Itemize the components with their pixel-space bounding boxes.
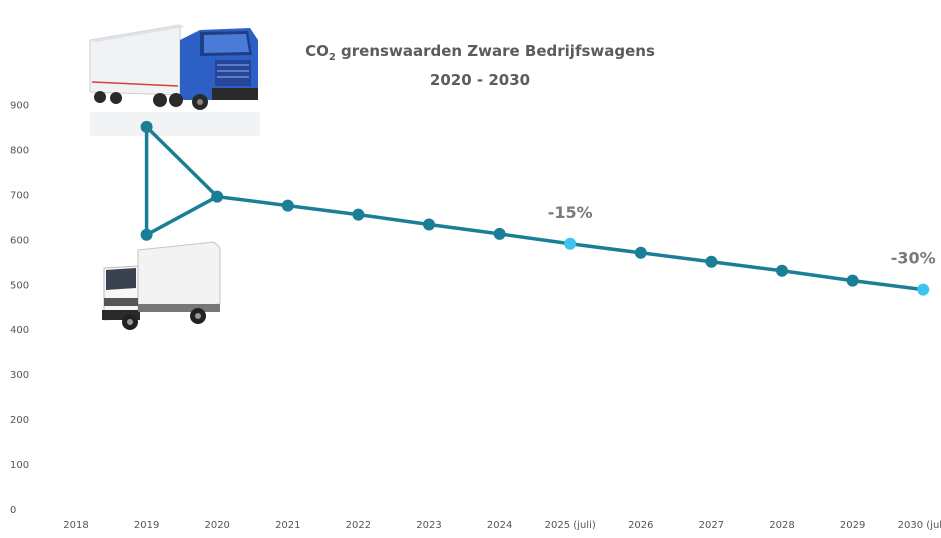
x-tick-label: 2028 [769,520,794,531]
series-points [140,120,930,296]
data-point-highlight [564,237,577,250]
x-tick-label: 2027 [699,520,724,531]
y-axis: 0 100 200 300 400 500 600 700 800 900 [10,100,29,516]
y-tick-label: 600 [10,235,29,246]
y-tick-label: 300 [10,370,29,381]
light-truck-image [102,241,221,330]
data-point [281,199,294,212]
data-point [634,246,647,259]
x-tick-label: 2024 [487,520,512,531]
y-tick-label: 800 [10,145,29,156]
heavy-truck-image [84,12,266,136]
data-point [140,228,153,241]
y-tick-label: 900 [10,100,29,111]
y-tick-label: 400 [10,325,29,336]
chart-subtitle: 2020 - 2030 [429,71,531,89]
x-tick-label: 2021 [275,520,300,531]
x-tick-label: 2018 [63,520,88,531]
title-prefix: CO [305,42,329,60]
y-tick-label: 500 [10,280,29,291]
series-lines [144,125,924,292]
annotations: -15% -30% [548,203,936,268]
series-line-2019-branch [144,125,219,237]
y-tick-label: 0 [10,505,16,516]
data-point [846,274,859,287]
x-tick-label: 2020 [204,520,229,531]
x-axis: 2018 2019 2020 2021 2022 2023 2024 2025 (juli) 2… [63,520,941,531]
x-tick-label: 2030 (juli) [898,520,941,531]
x-tick-label: 2025 (juli) [545,520,596,531]
data-point [776,264,788,277]
data-label: -30% [891,249,936,268]
data-point-highlight [917,283,930,296]
y-tick-label: 200 [10,415,29,426]
data-point [352,208,365,221]
data-point [211,190,224,203]
y-tick-label: 700 [10,190,29,201]
x-tick-label: 2023 [416,520,441,531]
data-label: -15% [548,203,593,222]
title-subscript: 2 [328,52,336,63]
chart-title: CO2 grenswaarden Zware Bedrijfswagens 20… [250,40,710,91]
y-tick-label: 100 [10,460,29,471]
x-tick-label: 2022 [346,520,371,531]
x-tick-label: 2019 [134,520,159,531]
data-point [423,218,435,231]
title-rest: grenswaarden Zware Bedrijfswagens [335,42,655,60]
x-tick-label: 2026 [628,520,653,531]
data-point [705,255,718,268]
data-point [140,120,153,133]
data-point [493,227,506,240]
x-tick-label: 2029 [840,520,865,531]
